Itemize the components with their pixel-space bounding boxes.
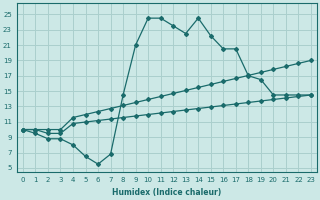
X-axis label: Humidex (Indice chaleur): Humidex (Indice chaleur) — [112, 188, 221, 197]
